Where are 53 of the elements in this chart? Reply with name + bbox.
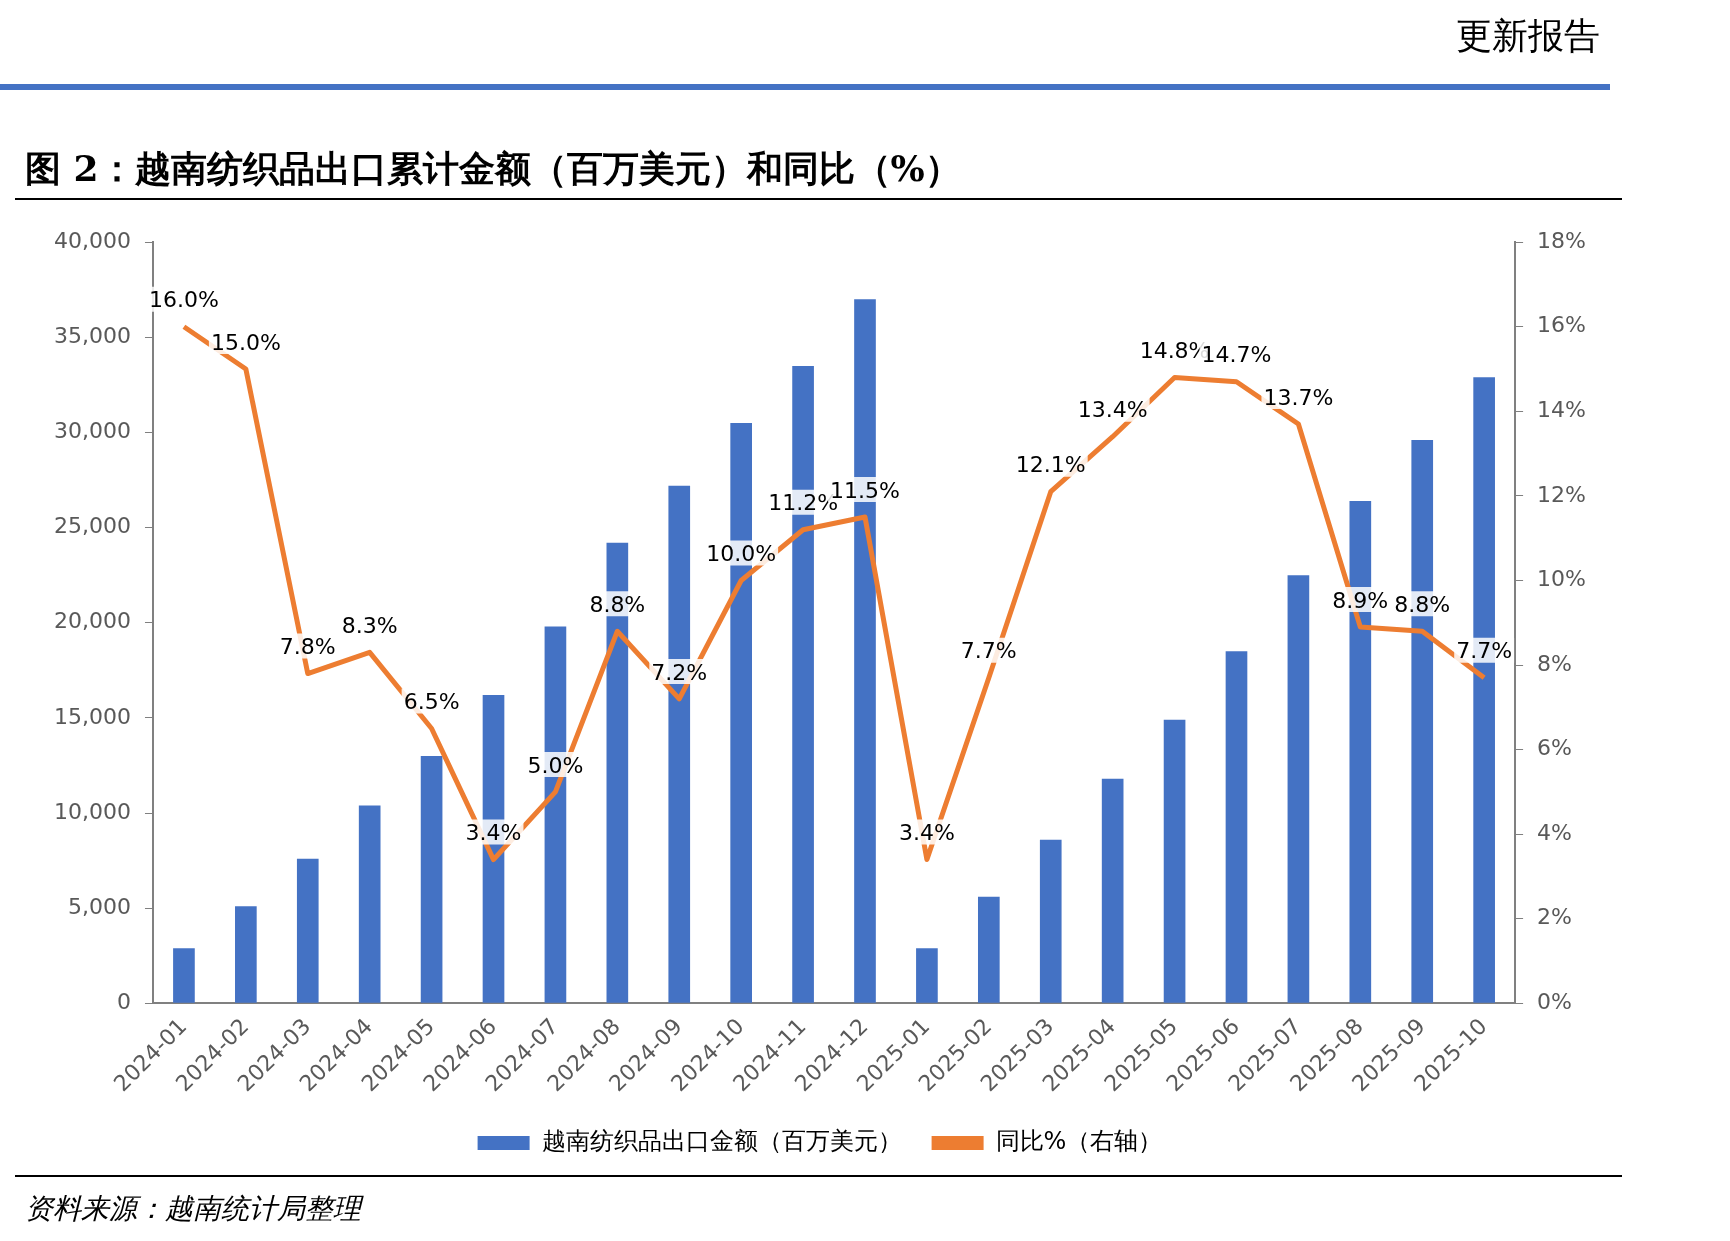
- data-label: 5.0%: [527, 752, 584, 778]
- y-tick-label: 0: [116, 989, 131, 1015]
- data-label: 10.0%: [706, 541, 777, 567]
- y-tick-label: 15,000: [53, 703, 131, 729]
- data-label: 3.4%: [465, 820, 522, 846]
- bar: [1163, 719, 1186, 1003]
- data-label: 7.2%: [651, 659, 708, 685]
- bar: [420, 755, 443, 1003]
- bar: [296, 858, 319, 1003]
- bar: [1101, 778, 1124, 1003]
- data-label: 8.9%: [1332, 587, 1389, 613]
- legend-label: 同比%（右轴）: [995, 1127, 1163, 1156]
- chart-title: 图 2：越南纺织品出口累计金额（百万美元）和同比（%）: [25, 146, 961, 191]
- y2-tick-label: 12%: [1537, 481, 1587, 507]
- y2-tick-label: 18%: [1537, 227, 1587, 253]
- data-label: 3.4%: [898, 820, 955, 846]
- y2-tick-label: 4%: [1537, 819, 1573, 845]
- y-tick-label: 10,000: [53, 798, 131, 824]
- data-label: 7.8%: [279, 634, 336, 660]
- bar: [235, 906, 257, 1003]
- data-label: 16.0%: [148, 287, 219, 313]
- bar: [358, 805, 381, 1003]
- bar: [1039, 839, 1062, 1003]
- y2-tick-label: 2%: [1537, 904, 1573, 930]
- y-tick-label: 30,000: [53, 418, 131, 444]
- bar: [977, 896, 1000, 1003]
- y-tick-label: 25,000: [53, 513, 131, 539]
- y-tick-label: 35,000: [53, 323, 131, 349]
- legend-label: 越南纺织品出口金额（百万美元）: [541, 1127, 902, 1156]
- data-label: 15.0%: [210, 329, 281, 355]
- y-tick-label: 40,000: [53, 227, 131, 253]
- data-label: 6.5%: [403, 689, 460, 715]
- text: 更新报告: [1456, 14, 1600, 58]
- y2-tick-label: 8%: [1537, 650, 1573, 676]
- y-tick-label: 20,000: [53, 608, 131, 634]
- bar: [1225, 651, 1248, 1003]
- y2-tick-label: 6%: [1537, 735, 1573, 761]
- y2-tick-label: 14%: [1537, 397, 1587, 423]
- y2-tick-label: 0%: [1537, 989, 1573, 1015]
- data-label: 8.8%: [1394, 591, 1451, 617]
- bar: [1287, 575, 1310, 1003]
- data-label: 8.8%: [589, 591, 646, 617]
- data-label: 13.7%: [1263, 384, 1334, 410]
- y2-tick-label: 10%: [1537, 566, 1587, 592]
- data-label: 7.7%: [960, 638, 1017, 664]
- data-label: 12.1%: [1015, 452, 1086, 478]
- data-label: 7.7%: [1456, 638, 1513, 664]
- bar: [173, 948, 195, 1003]
- data-label: 13.4%: [1077, 397, 1148, 423]
- data-label: 8.3%: [341, 613, 398, 639]
- y2-tick-label: 16%: [1537, 312, 1587, 338]
- bar: [916, 948, 938, 1003]
- y-tick-label: 5,000: [67, 893, 131, 919]
